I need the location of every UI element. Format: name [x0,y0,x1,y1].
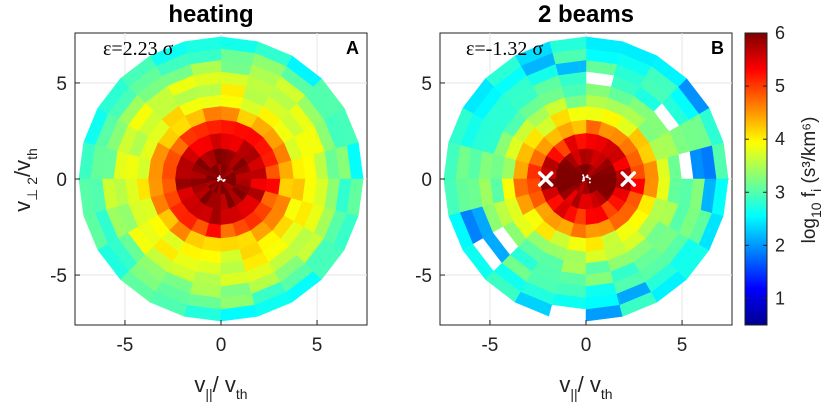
svg-text:v⊥ 2/vth: v⊥ 2/vth [10,148,40,212]
x-label-tail: / v [213,372,236,397]
x-tick-label: 5 [312,335,323,356]
x-label-main-b: v [559,372,570,397]
cb-tick-label: 6 [775,23,785,43]
colorbar: 1 2 3 4 5 6 log10 fi (s³/km⁶) [744,23,824,326]
center-speckle [581,179,584,182]
y-label-sub: ⊥ 2 [24,177,40,201]
y-tick-label: 0 [56,170,67,191]
colorbar-label: log10 fi (s³/km⁶) [799,117,824,244]
heatmap-bin [711,178,729,217]
x-tick-label: 5 [677,335,688,356]
colorbar-gradient [744,32,768,326]
x-tick-label: 0 [216,335,227,356]
x-tick-label: -5 [481,335,498,356]
cb-label-base: 10 [808,202,824,218]
heatmap-bin [346,178,364,217]
x-label-main: v [194,372,205,397]
cb-label-f: f [799,191,820,202]
center-speckle [220,178,223,181]
x-label-tail-sub: th [236,386,248,402]
beam-marker [537,171,554,187]
cb-tick-label: 1 [775,288,785,308]
center-speckle [582,177,585,180]
panel-heating: heating -5 0 5 -5 0 5 ε=2.23 σ A [50,1,368,356]
y-tick-label: 0 [421,170,432,191]
panel-b-annotation: ε=-1.32 σ [466,38,543,60]
center-speckle [588,177,591,180]
center-speckle [582,176,585,179]
cb-label-log: log [799,218,820,243]
panel-b-letter: B [711,38,724,58]
svg-text:v||/ vth: v||/ vth [559,372,612,402]
center-speckle [588,181,591,184]
cb-tick-label: 4 [775,129,785,149]
center-speckle [222,179,225,182]
cb-tick-label: 2 [775,235,785,255]
center-speckle [586,176,589,179]
y-label-main: v [10,201,35,212]
y-tick-label: -5 [415,266,432,287]
svg-text:log10 fi (s³/km⁶): log10 fi (s³/km⁶) [799,117,824,244]
cb-label-units: (s³/km⁶) [799,117,820,189]
panel-a-heatmap [78,36,364,322]
y-axis-label: v⊥ 2/vth [10,148,40,212]
panel-a-title: heating [168,1,253,28]
cb-tick-label: 3 [775,182,785,202]
center-speckle [217,179,220,182]
x-label-sub-b: || [570,386,577,402]
center-speckle [218,176,221,179]
colorbar-ticks: 1 2 3 4 5 6 [745,23,785,308]
x-tick-label: -5 [116,335,133,356]
x-label-tail-sub-b: th [601,386,613,402]
panel-a-annotation: ε=2.23 σ [103,38,174,60]
panel-b-ticks: -5 0 5 -5 0 5 [415,74,687,356]
center-speckle [586,174,589,177]
y-tick-label: 5 [421,74,432,95]
x-axis-label-a: v||/ vth [194,372,247,402]
beam-marker [620,171,637,187]
x-label-tail-b: / v [578,372,601,397]
y-tick-label: 5 [56,74,67,95]
panel-b-heatmap [443,36,729,322]
panel-2-beams: 2 beams -5 0 5 -5 0 5 ε=-1.32 σ B [415,1,733,356]
x-axis-label-b: v||/ vth [559,372,612,402]
panel-b-title: 2 beams [538,1,634,28]
y-label-tail-sub: th [24,148,40,160]
panel-b-markers [537,171,637,187]
y-tick-label: -5 [50,266,67,287]
x-tick-label: 0 [581,335,592,356]
panel-a-ticks: -5 0 5 -5 0 5 [50,74,322,356]
center-speckle [216,177,219,180]
panel-a-letter: A [346,38,359,58]
cb-tick-label: 5 [775,76,785,96]
cb-label-i: i [808,189,824,192]
y-label-tail: /v [10,160,35,177]
center-speckle [582,174,585,177]
x-label-sub: || [205,386,212,402]
svg-text:v||/ vth: v||/ vth [194,372,247,402]
